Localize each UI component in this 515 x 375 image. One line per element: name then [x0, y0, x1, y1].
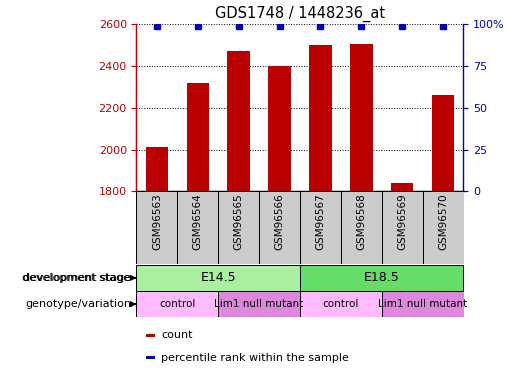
Text: Lim1 null mutant: Lim1 null mutant: [214, 299, 304, 309]
Text: E18.5: E18.5: [364, 272, 400, 284]
Text: GSM96568: GSM96568: [356, 194, 366, 250]
Bar: [423, 191, 464, 264]
Bar: [259, 191, 300, 264]
Text: development stage: development stage: [24, 273, 131, 283]
Bar: [218, 191, 259, 264]
Text: count: count: [161, 330, 193, 340]
Bar: [146, 356, 155, 359]
Bar: [146, 333, 155, 337]
Bar: [218, 291, 300, 317]
Text: GSM96566: GSM96566: [274, 194, 285, 250]
Text: Lim1 null mutant: Lim1 null mutant: [378, 299, 467, 309]
Bar: [136, 291, 218, 317]
Text: GSM96570: GSM96570: [438, 194, 448, 250]
Bar: [146, 147, 168, 375]
Text: control: control: [159, 299, 196, 309]
Bar: [432, 95, 454, 375]
Text: percentile rank within the sample: percentile rank within the sample: [161, 352, 349, 363]
Bar: [391, 183, 414, 375]
Text: development stage: development stage: [22, 273, 130, 283]
Text: GSM96569: GSM96569: [397, 194, 407, 250]
Bar: [228, 51, 250, 375]
Bar: [300, 191, 341, 264]
Text: GSM96564: GSM96564: [193, 194, 203, 250]
Text: GSM96565: GSM96565: [234, 194, 244, 250]
Bar: [268, 66, 291, 375]
Bar: [136, 191, 177, 264]
Bar: [136, 265, 300, 291]
Bar: [341, 191, 382, 264]
Text: control: control: [323, 299, 359, 309]
Text: genotype/variation: genotype/variation: [26, 299, 131, 309]
Bar: [382, 191, 423, 264]
Text: GSM96567: GSM96567: [315, 194, 325, 250]
Bar: [300, 265, 464, 291]
Title: GDS1748 / 1448236_at: GDS1748 / 1448236_at: [215, 5, 385, 22]
Bar: [382, 291, 464, 317]
Text: E14.5: E14.5: [200, 272, 236, 284]
Bar: [350, 44, 372, 375]
Bar: [177, 191, 218, 264]
Bar: [186, 83, 209, 375]
Bar: [309, 45, 332, 375]
Bar: [300, 291, 382, 317]
Text: GSM96563: GSM96563: [152, 194, 162, 250]
